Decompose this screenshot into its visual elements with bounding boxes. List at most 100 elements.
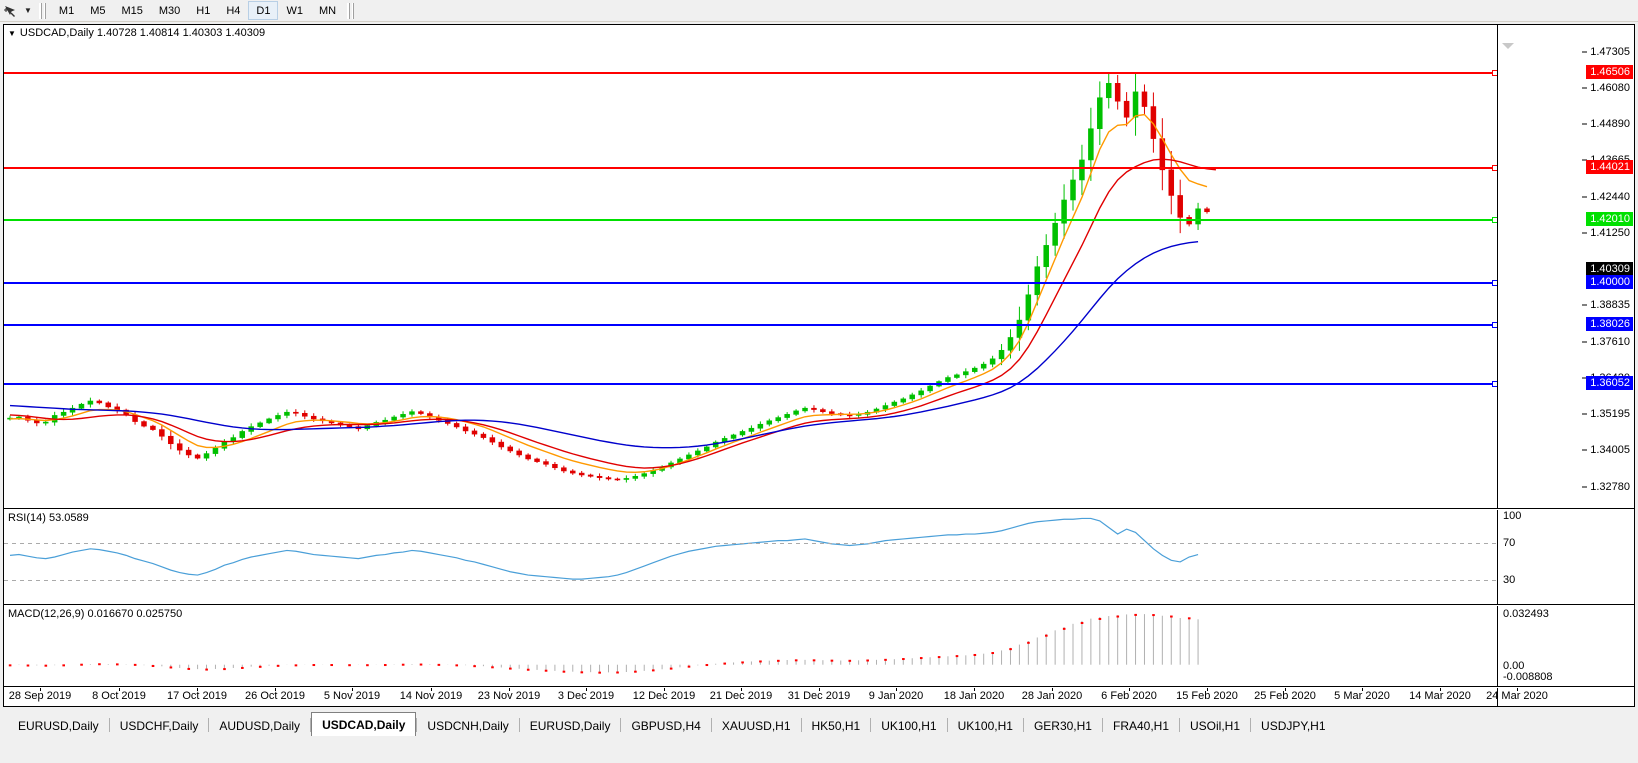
level-drag-handle[interactable] — [1492, 280, 1497, 286]
level-drag-handle[interactable] — [1492, 322, 1497, 328]
price-axis[interactable]: 1.473051.460801.448901.436651.424401.412… — [1497, 25, 1634, 508]
level-drag-handle[interactable] — [1492, 381, 1497, 387]
macd-tick-2: -0.008808 — [1503, 671, 1553, 683]
date-label-13: 28 Jan 2020 — [1021, 690, 1083, 702]
chart-tab-eurusd-daily[interactable]: EURUSD,Daily — [8, 715, 109, 736]
price-tick-1.38835: 1.38835 — [1582, 299, 1630, 311]
price-tick-1.47305: 1.47305 — [1582, 46, 1630, 58]
price-tick-1.34005: 1.34005 — [1582, 444, 1630, 456]
timeframe-button-m5[interactable]: M5 — [90, 4, 106, 17]
chart-tab-usoil-h1[interactable]: USOil,H1 — [1180, 715, 1251, 736]
drag-grip-icon-2[interactable] — [347, 2, 355, 19]
tick-mark — [1582, 304, 1588, 306]
price-series-svg — [7, 72, 1217, 483]
price-tick-1.37610: 1.37610 — [1582, 336, 1630, 348]
scroll-indicator-icon[interactable] — [1502, 43, 1514, 49]
chart-tab-uk100-h1[interactable]: UK100,H1 — [947, 715, 1023, 736]
price-tick-1.35195: 1.35195 — [1582, 408, 1630, 420]
chart-tab-uk100-h1[interactable]: UK100,H1 — [871, 715, 947, 736]
level-drag-handle[interactable] — [1492, 70, 1497, 76]
macd-tick-0: 0.032493 — [1503, 608, 1549, 620]
date-tick-mark — [1517, 688, 1518, 691]
macd-label: MACD(12,26,9) 0.016670 0.025750 — [8, 608, 183, 620]
tick-mark — [1582, 87, 1588, 89]
timeframe-button-m1[interactable]: M1 — [58, 4, 75, 17]
price-tick-1.32780: 1.32780 — [1582, 481, 1630, 493]
rsi-tick-100: 100 — [1503, 510, 1522, 522]
price-tick-1.41250: 1.41250 — [1582, 227, 1630, 239]
chart-header: ▼ USDCAD,Daily 1.40728 1.40814 1.40303 1… — [8, 27, 265, 39]
date-label-8: 12 Dec 2019 — [632, 690, 696, 702]
chevron-down-icon[interactable]: ▼ — [8, 28, 16, 38]
level-line-stroke — [4, 282, 1497, 284]
chart-tab-xauusd-h1[interactable]: XAUUSD,H1 — [711, 715, 801, 736]
timeframe-button-mn[interactable]: MN — [318, 4, 337, 17]
date-label-16: 25 Feb 2020 — [1254, 690, 1316, 702]
timeframe-button-h4[interactable]: H4 — [226, 4, 241, 17]
level-line-stroke — [4, 167, 1497, 169]
timeframe-button-m15[interactable]: M15 — [121, 4, 143, 17]
tick-mark — [1582, 341, 1588, 343]
date-tick-mark — [741, 688, 742, 691]
date-label-15: 15 Feb 2020 — [1176, 690, 1238, 702]
drag-grip-icon[interactable] — [38, 2, 46, 19]
level-line-stroke — [4, 383, 1497, 385]
chart-tab-audusd-daily[interactable]: AUDUSD,Daily — [209, 715, 311, 736]
date-label-7: 3 Dec 2019 — [557, 690, 615, 702]
ma-line-ma-fast--orange- — [9, 113, 1208, 473]
tab-divider — [710, 718, 712, 732]
price-badge-1.38026[interactable]: 1.38026 — [1586, 317, 1633, 331]
tab-divider — [416, 718, 418, 732]
ma-line-ma-slow--blue- — [9, 240, 1199, 449]
chart-tab-usdcnh-daily[interactable]: USDCNH,Daily — [417, 715, 519, 736]
rsi-plot[interactable] — [4, 510, 1497, 604]
price-badge-1.40309[interactable]: 1.40309 — [1586, 262, 1633, 276]
date-label-1: 8 Oct 2019 — [92, 690, 146, 702]
timeframe-button-h1[interactable]: H1 — [196, 4, 211, 17]
chart-tab-usdjpy-h1[interactable]: USDJPY,H1 — [1251, 715, 1336, 736]
date-axis[interactable]: 28 Sep 2019 8 Oct 2019 17 Oct 2019 26 Oct 2… — [4, 688, 1634, 706]
tab-divider — [518, 718, 520, 732]
macd-pane[interactable]: MACD(12,26,9) 0.016670 0.025750 0.032493… — [4, 606, 1634, 687]
date-axis-corner — [1497, 688, 1634, 706]
date-tick-mark — [1362, 688, 1363, 691]
macd-plot[interactable] — [4, 606, 1497, 686]
chart-tab-usdcad-daily[interactable]: USDCAD,Daily — [311, 712, 417, 736]
level-drag-handle[interactable] — [1492, 165, 1497, 171]
price-tick-1.42440: 1.42440 — [1582, 191, 1630, 203]
rsi-line — [9, 517, 1199, 580]
chart-tab-hk50-h1[interactable]: HK50,H1 — [801, 715, 871, 736]
price-pane[interactable]: ▼ USDCAD,Daily 1.40728 1.40814 1.40303 1… — [4, 25, 1634, 509]
tab-divider — [1022, 718, 1024, 732]
price-badge-1.36052[interactable]: 1.36052 — [1586, 376, 1633, 390]
price-plot[interactable] — [4, 25, 1497, 508]
date-tick-mark — [586, 688, 587, 691]
date-label-5: 14 Nov 2019 — [399, 690, 463, 702]
chart-tab-ger30-h1[interactable]: GER30,H1 — [1023, 715, 1102, 736]
chart-tab-fra40-h1[interactable]: FRA40,H1 — [1102, 715, 1180, 736]
tab-divider — [800, 718, 802, 732]
level-drag-handle[interactable] — [1492, 217, 1497, 223]
rsi-pane[interactable]: RSI(14) 53.0589 100 70 30 — [4, 510, 1634, 605]
rsi-series-svg — [9, 517, 1199, 580]
date-tick-mark — [275, 688, 276, 691]
timeframe-button-m30[interactable]: M30 — [158, 4, 181, 17]
price-badge-1.42010[interactable]: 1.42010 — [1586, 212, 1633, 226]
ma-line-ma-mid--red- — [9, 158, 1217, 469]
price-badge-1.46506[interactable]: 1.46506 — [1586, 65, 1633, 79]
chart-tab-eurusd-daily[interactable]: EURUSD,Daily — [519, 715, 621, 736]
chevron-down-icon[interactable]: ▼ — [24, 6, 32, 15]
date-tick-mark — [819, 688, 820, 691]
chart-tab-usdchf-daily[interactable]: USDCHF,Daily — [109, 715, 209, 736]
chart-frame: ▼ USDCAD,Daily 1.40728 1.40814 1.40303 1… — [3, 24, 1635, 707]
timeframe-button-d1[interactable]: D1 — [248, 1, 279, 20]
rsi-guide-line — [4, 580, 1497, 581]
chart-tab-gbpusd-h4[interactable]: GBPUSD,H4 — [621, 715, 711, 736]
macd-histogram — [9, 613, 1199, 673]
rsi-axis: 100 70 30 — [1497, 510, 1634, 604]
date-tick-mark — [40, 688, 41, 691]
crosshair-pointer-icon[interactable] — [0, 1, 20, 21]
price-badge-1.40000[interactable]: 1.40000 — [1586, 275, 1633, 289]
price-badge-1.44021[interactable]: 1.44021 — [1586, 160, 1633, 174]
timeframe-button-w1[interactable]: W1 — [286, 4, 303, 17]
